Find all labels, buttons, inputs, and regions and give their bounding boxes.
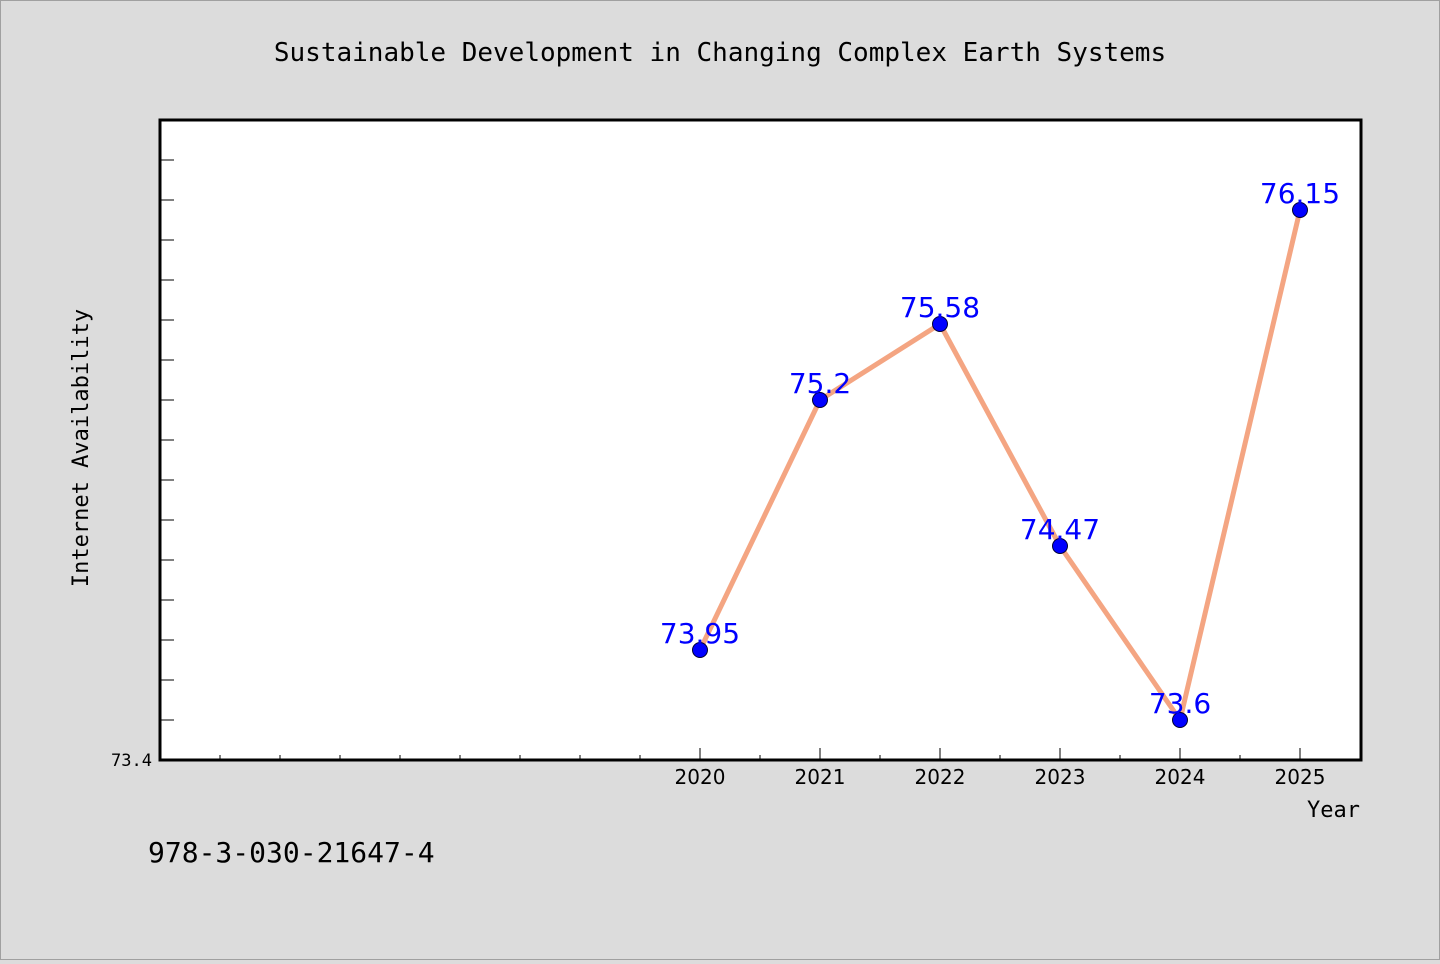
x-tick-label: 2024: [1155, 765, 1206, 789]
series-line: [697, 209, 1303, 723]
x-tick-label: 2022: [915, 765, 966, 789]
data-point: [1052, 538, 1068, 554]
data-label: 75.58: [900, 291, 980, 324]
y-axis-label: Internet Availability: [69, 309, 94, 587]
data-point: [692, 642, 708, 658]
data-label: 74.47: [1020, 513, 1100, 546]
x-tick-label: 2023: [1035, 765, 1086, 789]
data-label: 76.15: [1260, 177, 1340, 210]
data-point: [812, 392, 828, 408]
y-tick-label: 73.4: [111, 751, 152, 771]
x-axis-label: Year: [1307, 798, 1360, 823]
data-label: 73.6: [1149, 687, 1211, 720]
plot-frame: [158, 118, 1363, 762]
plot-area: [160, 120, 1361, 760]
x-tick-label: 2021: [795, 765, 846, 789]
x-tick-label: 2020: [675, 765, 726, 789]
data-point: [1292, 202, 1308, 218]
x-tick-label: 2025: [1275, 765, 1326, 789]
data-point: [932, 316, 948, 332]
data-point: [1172, 712, 1188, 728]
x-axis-ticks: 2020 2021 2022 2023 2024 2025: [219, 748, 1361, 789]
isbn-footer: 978-3-030-21647-4: [148, 836, 435, 869]
chart-title: Sustainable Development in Changing Comp…: [274, 38, 1166, 68]
series-markers: [692, 202, 1308, 728]
data-labels: 73.95 75.2 75.58 74.47 73.6 76.15: [660, 177, 1340, 720]
data-label: 75.2: [789, 367, 851, 400]
data-label: 73.95: [660, 617, 740, 650]
